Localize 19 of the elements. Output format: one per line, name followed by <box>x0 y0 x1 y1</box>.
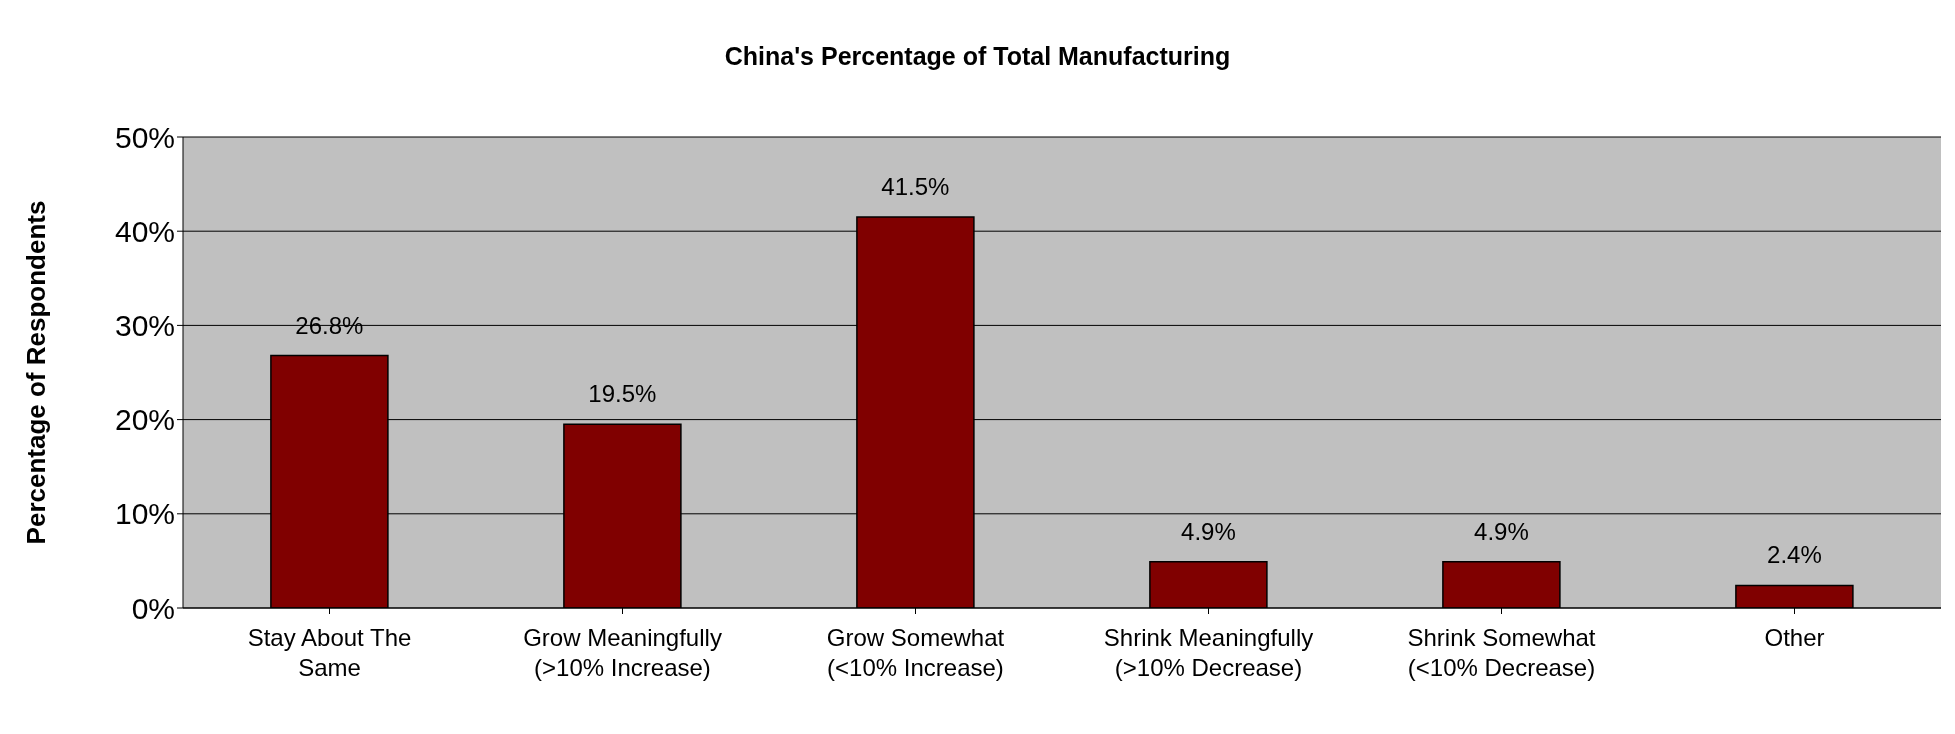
x-tick-label: Shrink Somewhat (<10% Decrease) <box>1407 624 1596 681</box>
x-tick-label: Other <box>1764 624 1825 651</box>
y-tick-label: 50% <box>114 120 175 154</box>
x-tick-label: Shrink Meaningfully (>10% Decrease) <box>1103 624 1314 681</box>
data-label: 4.9% <box>1181 517 1236 545</box>
data-label: 4.9% <box>1474 517 1529 545</box>
y-tick-label: 20% <box>114 403 175 437</box>
y-tick-label: 0% <box>131 591 175 625</box>
x-tick-label: Stay About The Same <box>247 624 412 681</box>
y-tick-label: 30% <box>114 309 175 343</box>
y-tick-label: 40% <box>114 214 175 248</box>
y-axis-title: Percentage of Respondents <box>21 200 52 545</box>
x-tick-label: Grow Somewhat (<10% Increase) <box>826 624 1005 681</box>
y-tick-label: 10% <box>114 497 175 531</box>
data-label: 2.4% <box>1767 541 1822 569</box>
data-label: 41.5% <box>881 173 950 201</box>
data-label: 19.5% <box>588 380 657 408</box>
x-tick-label: Grow Meaningfully (>10% Increase) <box>523 624 722 681</box>
chart-title: China's Percentage of Total Manufacturing <box>723 42 1232 71</box>
